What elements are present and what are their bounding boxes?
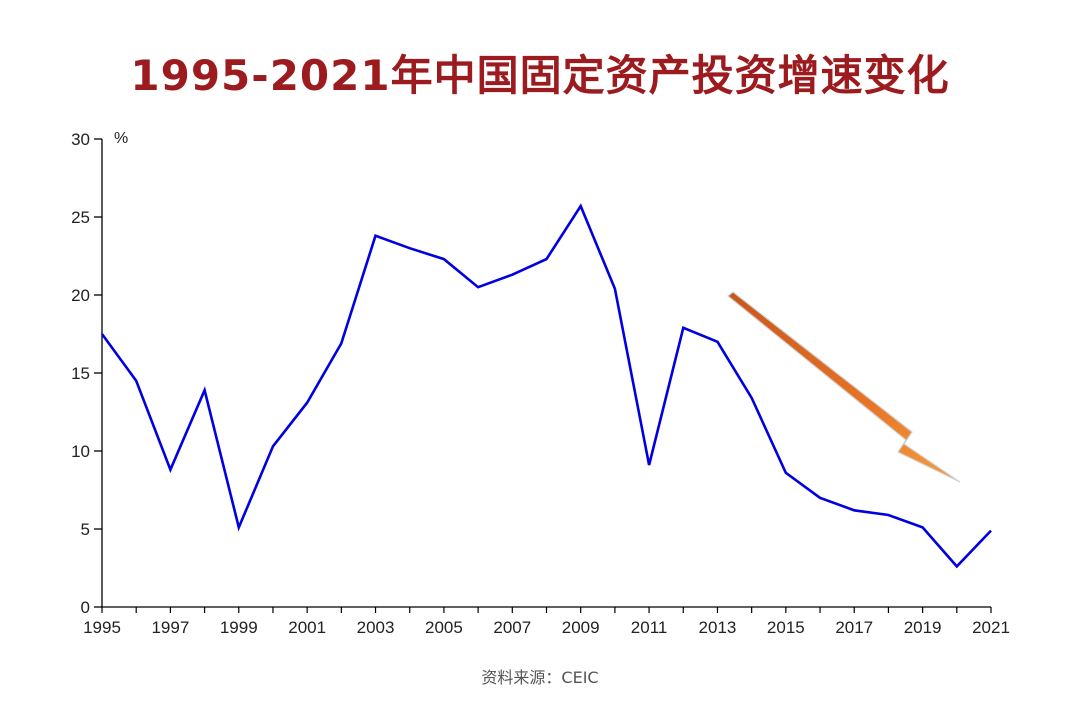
- x-tick-label: 2015: [767, 618, 805, 637]
- x-tick-label: 2007: [493, 618, 531, 637]
- source-note: 资料来源：CEIC: [481, 668, 599, 687]
- y-tick-label: 5: [81, 520, 90, 539]
- chart-title: 1995-2021年中国固定资产投资增速变化: [130, 51, 950, 100]
- series-line: [100, 203, 992, 569]
- x-tick-label: 1995: [83, 618, 121, 637]
- x-tick-label: 2013: [699, 618, 737, 637]
- x-tick-label: 2005: [425, 618, 463, 637]
- x-tick-label: 2011: [631, 618, 668, 637]
- y-axis-ticks: 0 5 10 15 20 25 30: [71, 130, 102, 617]
- x-tick-label: 1999: [220, 618, 258, 637]
- axes: [101, 139, 991, 608]
- x-tick-label: 2021: [972, 618, 1010, 637]
- y-tick-label: 25: [71, 208, 90, 227]
- x-tick-label: 2019: [904, 618, 942, 637]
- x-axis-ticks: 1995 1997 1999 2001 2003 2005 2007 2009 2011 2013…: [83, 607, 1010, 637]
- y-tick-label: 15: [71, 364, 90, 383]
- y-axis-unit: %: [114, 130, 128, 147]
- y-tick-label: 20: [71, 286, 90, 305]
- x-tick-label: 1997: [151, 618, 189, 637]
- downward-trend-arrow-icon: [727, 291, 961, 483]
- x-tick-label: 2017: [835, 618, 873, 637]
- x-tick-label: 2003: [357, 618, 395, 637]
- x-tick-label: 2009: [562, 618, 600, 637]
- y-tick-label: 10: [71, 442, 90, 461]
- y-tick-label: 30: [71, 130, 90, 149]
- trend-arrow: [727, 291, 961, 483]
- y-tick-label: 0: [81, 598, 90, 617]
- x-tick-label: 2001: [288, 618, 326, 637]
- series-group: [100, 203, 992, 569]
